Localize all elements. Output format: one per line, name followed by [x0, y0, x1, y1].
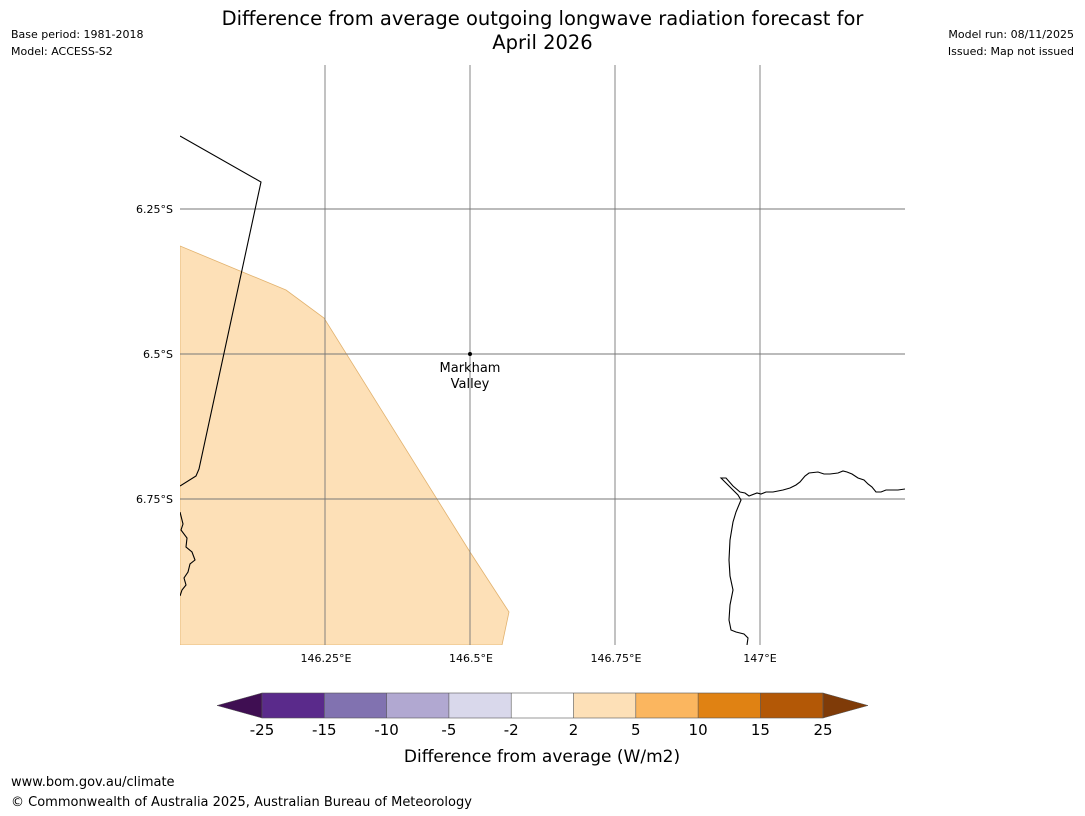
lat-label-6-75: 6.75°S [136, 493, 173, 506]
lon-label-146-75: 146.75°E [591, 652, 642, 665]
legend-tick-label: -5 [441, 721, 456, 739]
legend-tick-label: 15 [751, 721, 770, 739]
gridlines [180, 65, 905, 645]
map-title-line1: Difference from average outgoing longwav… [221, 7, 864, 30]
issued-text: Issued: Map not issued [947, 45, 1074, 58]
model-run-text: Model run: 08/11/2025 [948, 28, 1074, 41]
map-area [180, 65, 905, 645]
lon-label-146-25: 146.25°E [301, 652, 352, 665]
region-boundary-line [180, 135, 262, 487]
legend-tick-labels: -25 -15 -10 -5 -2 2 5 10 15 25 [250, 721, 833, 739]
place-label-line1: Markham [440, 361, 501, 376]
meta-left: Base period: 1981-2018 Model: ACCESS-S2 [11, 26, 143, 60]
footer-copyright: © Commonwealth of Australia 2025, Austra… [11, 795, 472, 810]
place-label: Markham Valley [440, 361, 501, 392]
legend-bin-3 [386, 693, 449, 718]
legend-tick-label: -15 [312, 721, 337, 739]
legend-title: Difference from average (W/m2) [404, 747, 680, 767]
legend-extend-low [216, 692, 263, 719]
coastline-west [180, 511, 196, 597]
footer-url: www.bom.gov.au/climate [11, 775, 175, 790]
legend-bin-9 [760, 693, 823, 718]
model-text: Model: ACCESS-S2 [11, 45, 113, 58]
legend-tick-label: 5 [631, 721, 641, 739]
place-label-line2: Valley [451, 377, 490, 392]
lon-label-146-5: 146.5°E [449, 652, 493, 665]
map-figure: 6.25°S 6.5°S 6.75°S 146.25°E 146.5°E 146… [136, 65, 905, 767]
meta-right: Model run: 08/11/2025 Issued: Map not is… [948, 26, 1074, 60]
anomaly-region [180, 245, 510, 645]
legend-bin-4 [448, 693, 512, 718]
legend-tick-label: -2 [504, 721, 519, 739]
map-title: Difference from average outgoing longwav… [0, 7, 1085, 55]
coastline-east [719, 470, 905, 645]
legend-frame [261, 692, 824, 719]
legend-tick-label: -10 [374, 721, 399, 739]
legend-bin-7 [635, 693, 699, 718]
lon-label-147: 147°E [743, 652, 776, 665]
latitude-labels: 6.25°S 6.5°S 6.75°S [136, 203, 173, 506]
legend-bin-8 [698, 693, 761, 718]
legend-tick-label: 2 [569, 721, 579, 739]
lat-label-6-25: 6.25°S [136, 203, 173, 216]
legend-extend-high [822, 692, 869, 719]
legend-tick-label: -25 [250, 721, 275, 739]
place-marker [468, 352, 472, 356]
lat-label-6-5: 6.5°S [143, 348, 173, 361]
base-period-text: Base period: 1981-2018 [11, 28, 144, 41]
legend-bin-6 [573, 693, 636, 718]
legend-bin-5 [511, 693, 574, 718]
legend-colorbar [216, 692, 869, 719]
legend-tick-label: 25 [813, 721, 832, 739]
legend-tick-label: 10 [689, 721, 708, 739]
longitude-labels: 146.25°E 146.5°E 146.75°E 147°E [301, 652, 777, 665]
map-title-line2: April 2026 [492, 31, 593, 54]
legend-bin-1 [262, 693, 325, 718]
legend-bin-2 [324, 693, 387, 718]
